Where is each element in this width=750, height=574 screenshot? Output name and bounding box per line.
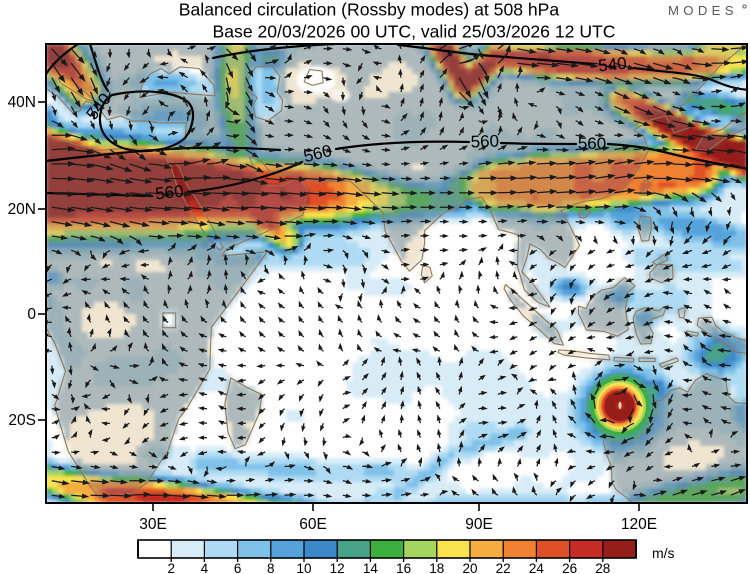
svg-text:0: 0 bbox=[27, 306, 36, 323]
svg-text:18: 18 bbox=[429, 561, 444, 574]
svg-text:10: 10 bbox=[296, 561, 311, 574]
svg-text:Balanced circulation (Rossby m: Balanced circulation (Rossby modes) at 5… bbox=[179, 0, 560, 20]
svg-text:4: 4 bbox=[201, 561, 209, 574]
svg-text:2: 2 bbox=[167, 561, 175, 574]
svg-text:40N: 40N bbox=[8, 94, 36, 111]
svg-text:560: 560 bbox=[154, 182, 184, 204]
svg-text:m/s: m/s bbox=[652, 545, 675, 561]
svg-text:8: 8 bbox=[267, 561, 275, 574]
svg-text:14: 14 bbox=[363, 561, 379, 574]
svg-text:24: 24 bbox=[529, 561, 545, 574]
svg-text:30E: 30E bbox=[139, 516, 167, 533]
svg-text:12: 12 bbox=[330, 561, 345, 574]
svg-text:20N: 20N bbox=[8, 201, 36, 218]
svg-text:120E: 120E bbox=[621, 516, 657, 533]
svg-text:560: 560 bbox=[470, 132, 499, 152]
svg-text:16: 16 bbox=[396, 561, 411, 574]
svg-text:560: 560 bbox=[578, 134, 606, 153]
svg-text:28: 28 bbox=[595, 561, 610, 574]
svg-text:90E: 90E bbox=[465, 516, 493, 533]
svg-text:26: 26 bbox=[562, 561, 577, 574]
svg-text:60E: 60E bbox=[299, 516, 327, 533]
svg-text:6: 6 bbox=[234, 561, 242, 574]
svg-text:22: 22 bbox=[496, 561, 511, 574]
svg-text:20: 20 bbox=[462, 561, 477, 574]
svg-text:20S: 20S bbox=[8, 412, 36, 429]
svg-text:Base 20/03/2026 00 UTC, valid: Base 20/03/2026 00 UTC, valid 25/03/2026… bbox=[213, 22, 616, 42]
svg-text:540: 540 bbox=[597, 54, 627, 76]
svg-text:MODES: MODES bbox=[668, 3, 738, 18]
